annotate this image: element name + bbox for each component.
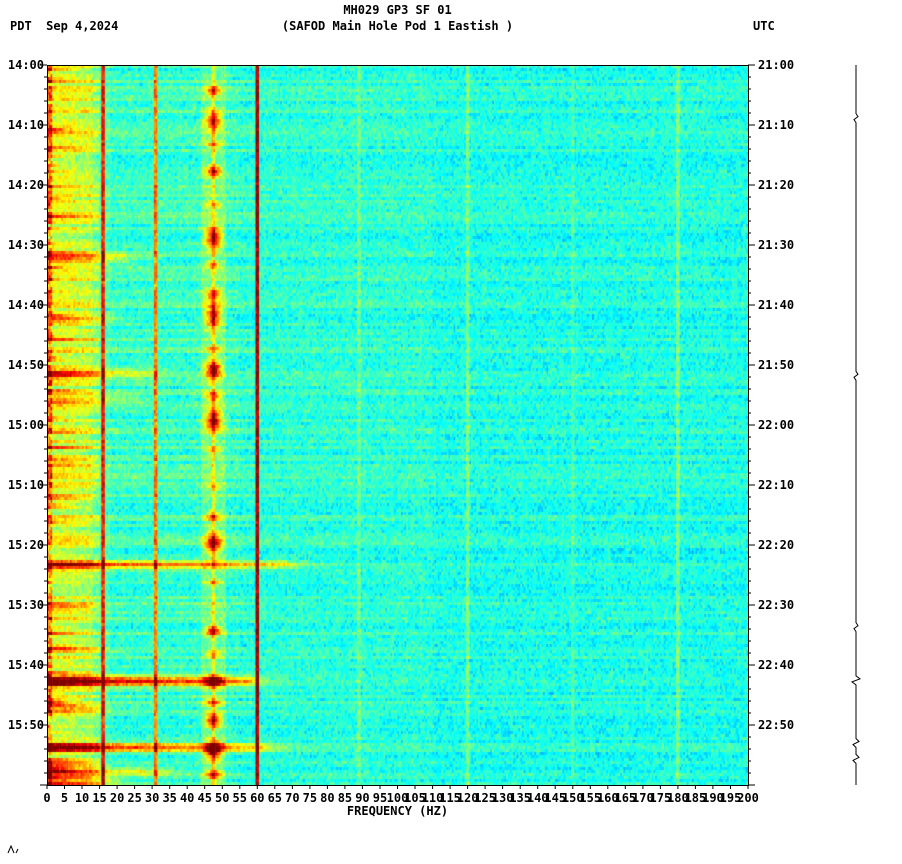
x-tick-label: 115 (439, 791, 461, 805)
x-tick-label: 10 (74, 791, 90, 805)
figure-title: MH029 GP3 SF 01 (343, 3, 452, 17)
left-time-label: 14:30 (7, 238, 44, 252)
x-tick-label: 140 (526, 791, 549, 805)
x-tick-label: 45 (197, 791, 212, 805)
x-tick-label: 40 (179, 791, 195, 805)
x-tick-label: 75 (302, 791, 318, 805)
x-tick-label: 105 (404, 791, 426, 805)
x-tick-label: 175 (649, 791, 672, 805)
x-tick-label: 0 (43, 791, 51, 805)
x-tick-label: 25 (127, 791, 142, 805)
x-tick-label: 35 (162, 791, 177, 805)
x-tick-label: 70 (285, 791, 300, 805)
right-time-label: 22:20 (758, 538, 795, 552)
left-time-label: 15:20 (7, 538, 44, 552)
left-time-label: 15:00 (7, 418, 44, 432)
x-tick-label: 125 (474, 791, 496, 805)
x-tick-label: 160 (596, 791, 619, 805)
right-time-label: 22:40 (758, 658, 795, 672)
right-time-label: 22:30 (758, 598, 795, 612)
figure-subtitle: (SAFOD Main Hole Pod 1 Eastish ) (281, 19, 514, 33)
x-tick-label: 85 (337, 791, 353, 805)
left-time-label: 14:50 (7, 358, 44, 372)
right-timezone-label: UTC (753, 19, 775, 33)
right-time-label: 21:30 (758, 238, 795, 252)
right-time-label: 21:50 (758, 358, 795, 372)
corner-glyph (7, 844, 19, 854)
x-tick-label: 195 (719, 791, 742, 805)
x-tick-label: 120 (456, 791, 479, 805)
x-tick-label: 15 (92, 791, 107, 805)
x-tick-label: 55 (232, 791, 247, 805)
x-axis-title: FREQUENCY (HZ) (346, 804, 449, 818)
x-tick-label: 110 (421, 791, 444, 805)
x-tick-label: 180 (667, 791, 689, 805)
left-time-label: 14:00 (7, 58, 44, 72)
x-tick-label: 135 (509, 791, 532, 805)
x-tick-label: 50 (215, 791, 230, 805)
x-tick-label: 90 (355, 791, 370, 805)
x-tick-label: 100 (386, 791, 409, 805)
right-time-label: 22:50 (758, 718, 795, 732)
left-time-label: 15:30 (7, 598, 44, 612)
left-time-label: 15:10 (7, 478, 44, 492)
x-tick-label: 80 (320, 791, 335, 805)
spectrogram-canvas (47, 65, 748, 785)
x-tick-label: 170 (632, 791, 654, 805)
x-tick-label: 130 (491, 791, 514, 805)
x-tick-label: 185 (684, 791, 707, 805)
x-tick-label: 95 (372, 791, 388, 805)
x-tick-label: 165 (614, 791, 637, 805)
x-tick-label: 20 (109, 791, 125, 805)
left-time-label: 14:10 (7, 118, 44, 132)
x-tick-label: 65 (267, 791, 283, 805)
x-tick-label: 145 (544, 791, 567, 805)
left-time-label: 15:40 (7, 658, 44, 672)
x-tick-label: 190 (702, 791, 724, 805)
right-time-label: 21:00 (758, 58, 795, 72)
left-timezone-date-label: PDT Sep 4,2024 (10, 19, 119, 33)
x-tick-label: 30 (144, 791, 160, 805)
amplitude-trace (850, 65, 862, 785)
left-time-label: 14:20 (7, 178, 44, 192)
right-time-label: 21:10 (758, 118, 795, 132)
x-tick-label: 200 (737, 791, 759, 805)
right-time-label: 21:20 (758, 178, 795, 192)
x-tick-label: 5 (60, 791, 69, 805)
left-time-label: 15:50 (7, 718, 44, 732)
right-time-label: 21:40 (758, 298, 795, 312)
right-time-label: 22:00 (758, 418, 795, 432)
right-time-label: 22:10 (758, 478, 795, 492)
left-time-label: 14:40 (7, 298, 44, 312)
x-tick-label: 155 (579, 791, 602, 805)
x-tick-label: 150 (561, 791, 584, 805)
x-tick-label: 60 (250, 791, 265, 805)
